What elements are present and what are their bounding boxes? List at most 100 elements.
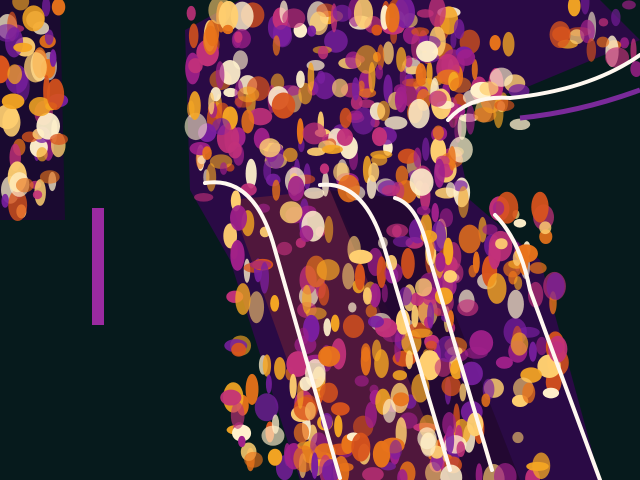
heat-blob: [431, 220, 447, 252]
heat-blob: [427, 302, 435, 329]
heat-blob: [186, 5, 196, 21]
handrail: [393, 196, 494, 472]
heat-blob: [443, 237, 454, 266]
heat-blob: [296, 118, 304, 145]
heat-blob: [8, 189, 28, 222]
heat-blob: [331, 78, 349, 98]
heat-blob: [354, 375, 369, 387]
heat-blob: [13, 42, 33, 53]
heat-blob: [317, 45, 329, 60]
heat-blob: [259, 138, 281, 158]
heat-blob: [507, 289, 524, 319]
heat-blob: [371, 154, 388, 166]
heat-blob: [254, 393, 279, 422]
heat-blob: [22, 5, 45, 32]
heat-blob: [459, 383, 467, 402]
heat-blob: [448, 145, 456, 171]
heat-blob: [354, 263, 366, 291]
heat-blob: [428, 90, 447, 107]
heat-blob: [235, 283, 251, 316]
heat-blob: [513, 276, 523, 290]
heat-blob: [324, 215, 334, 243]
heat-blob: [546, 272, 565, 300]
heat-blob: [397, 148, 418, 164]
heat-blob: [489, 35, 501, 51]
heat-blob: [293, 445, 315, 473]
heat-blob: [456, 441, 466, 458]
heat-blob: [304, 402, 316, 421]
upper-rail: [519, 87, 640, 121]
heat-blob: [355, 45, 378, 74]
heat-blob: [567, 0, 581, 17]
heat-blob: [307, 62, 315, 92]
heat-blob: [318, 346, 341, 367]
heat-blob: [528, 281, 544, 308]
heat-blob: [0, 55, 10, 84]
heat-blob: [202, 146, 212, 160]
heat-blob: [605, 47, 630, 68]
heat-blob: [203, 25, 218, 55]
heat-blob: [323, 318, 332, 337]
heat-blob: [502, 31, 515, 57]
heat-blob: [434, 158, 445, 188]
heat-blob: [431, 203, 439, 223]
heat-blob: [342, 263, 355, 290]
heat-blob: [44, 29, 54, 45]
heat-blob: [394, 86, 408, 113]
heat-blob: [261, 425, 285, 446]
heat-blob: [422, 137, 430, 161]
heat-blob: [222, 24, 234, 35]
heat-blob: [49, 133, 68, 145]
heat-blob: [371, 127, 388, 147]
heat-blob: [299, 376, 312, 391]
heat-blob: [442, 412, 457, 437]
heat-blob: [245, 373, 259, 405]
heat-blob: [458, 186, 469, 218]
heat-blob: [262, 354, 272, 377]
heat-blob: [453, 19, 465, 40]
heat-blob: [49, 49, 57, 67]
heat-blob: [513, 218, 527, 228]
heat-blob: [371, 24, 383, 36]
heat-blob: [238, 435, 246, 448]
heat-blob: [443, 270, 458, 283]
heat-blob: [7, 64, 22, 85]
heat-blob: [418, 350, 442, 381]
heat-blob: [274, 356, 286, 380]
heat-blob: [428, 0, 446, 28]
pole: [92, 208, 104, 325]
heat-blob: [15, 178, 34, 193]
heat-blob: [219, 162, 228, 175]
heat-blob: [0, 104, 19, 130]
heat-blob: [416, 40, 439, 63]
heat-blob: [332, 4, 352, 22]
heat-blob: [324, 29, 348, 53]
heat-blob: [232, 424, 252, 442]
heat-blob: [376, 256, 387, 289]
heat-blob: [234, 31, 243, 43]
heat-blob: [322, 144, 343, 154]
heat-blob: [365, 304, 377, 318]
heat-blob: [237, 86, 260, 103]
heat-blob: [41, 0, 51, 17]
heat-blob: [384, 116, 408, 130]
heat-blob: [367, 315, 385, 328]
heat-blob: [596, 36, 610, 48]
heat-blob: [368, 162, 380, 182]
heat-blob: [248, 107, 273, 126]
heat-blob: [319, 163, 330, 175]
heat-blob: [39, 170, 60, 184]
heat-blob: [440, 464, 463, 480]
heat-blob: [413, 147, 422, 168]
heat-blob: [450, 77, 472, 93]
heat-blob: [542, 387, 560, 399]
heat-blob: [434, 358, 452, 378]
handrails: [203, 53, 640, 480]
heat-blob: [265, 374, 272, 394]
heat-blob: [392, 235, 413, 248]
heat-blob: [248, 291, 265, 324]
heat-blob: [298, 82, 313, 105]
